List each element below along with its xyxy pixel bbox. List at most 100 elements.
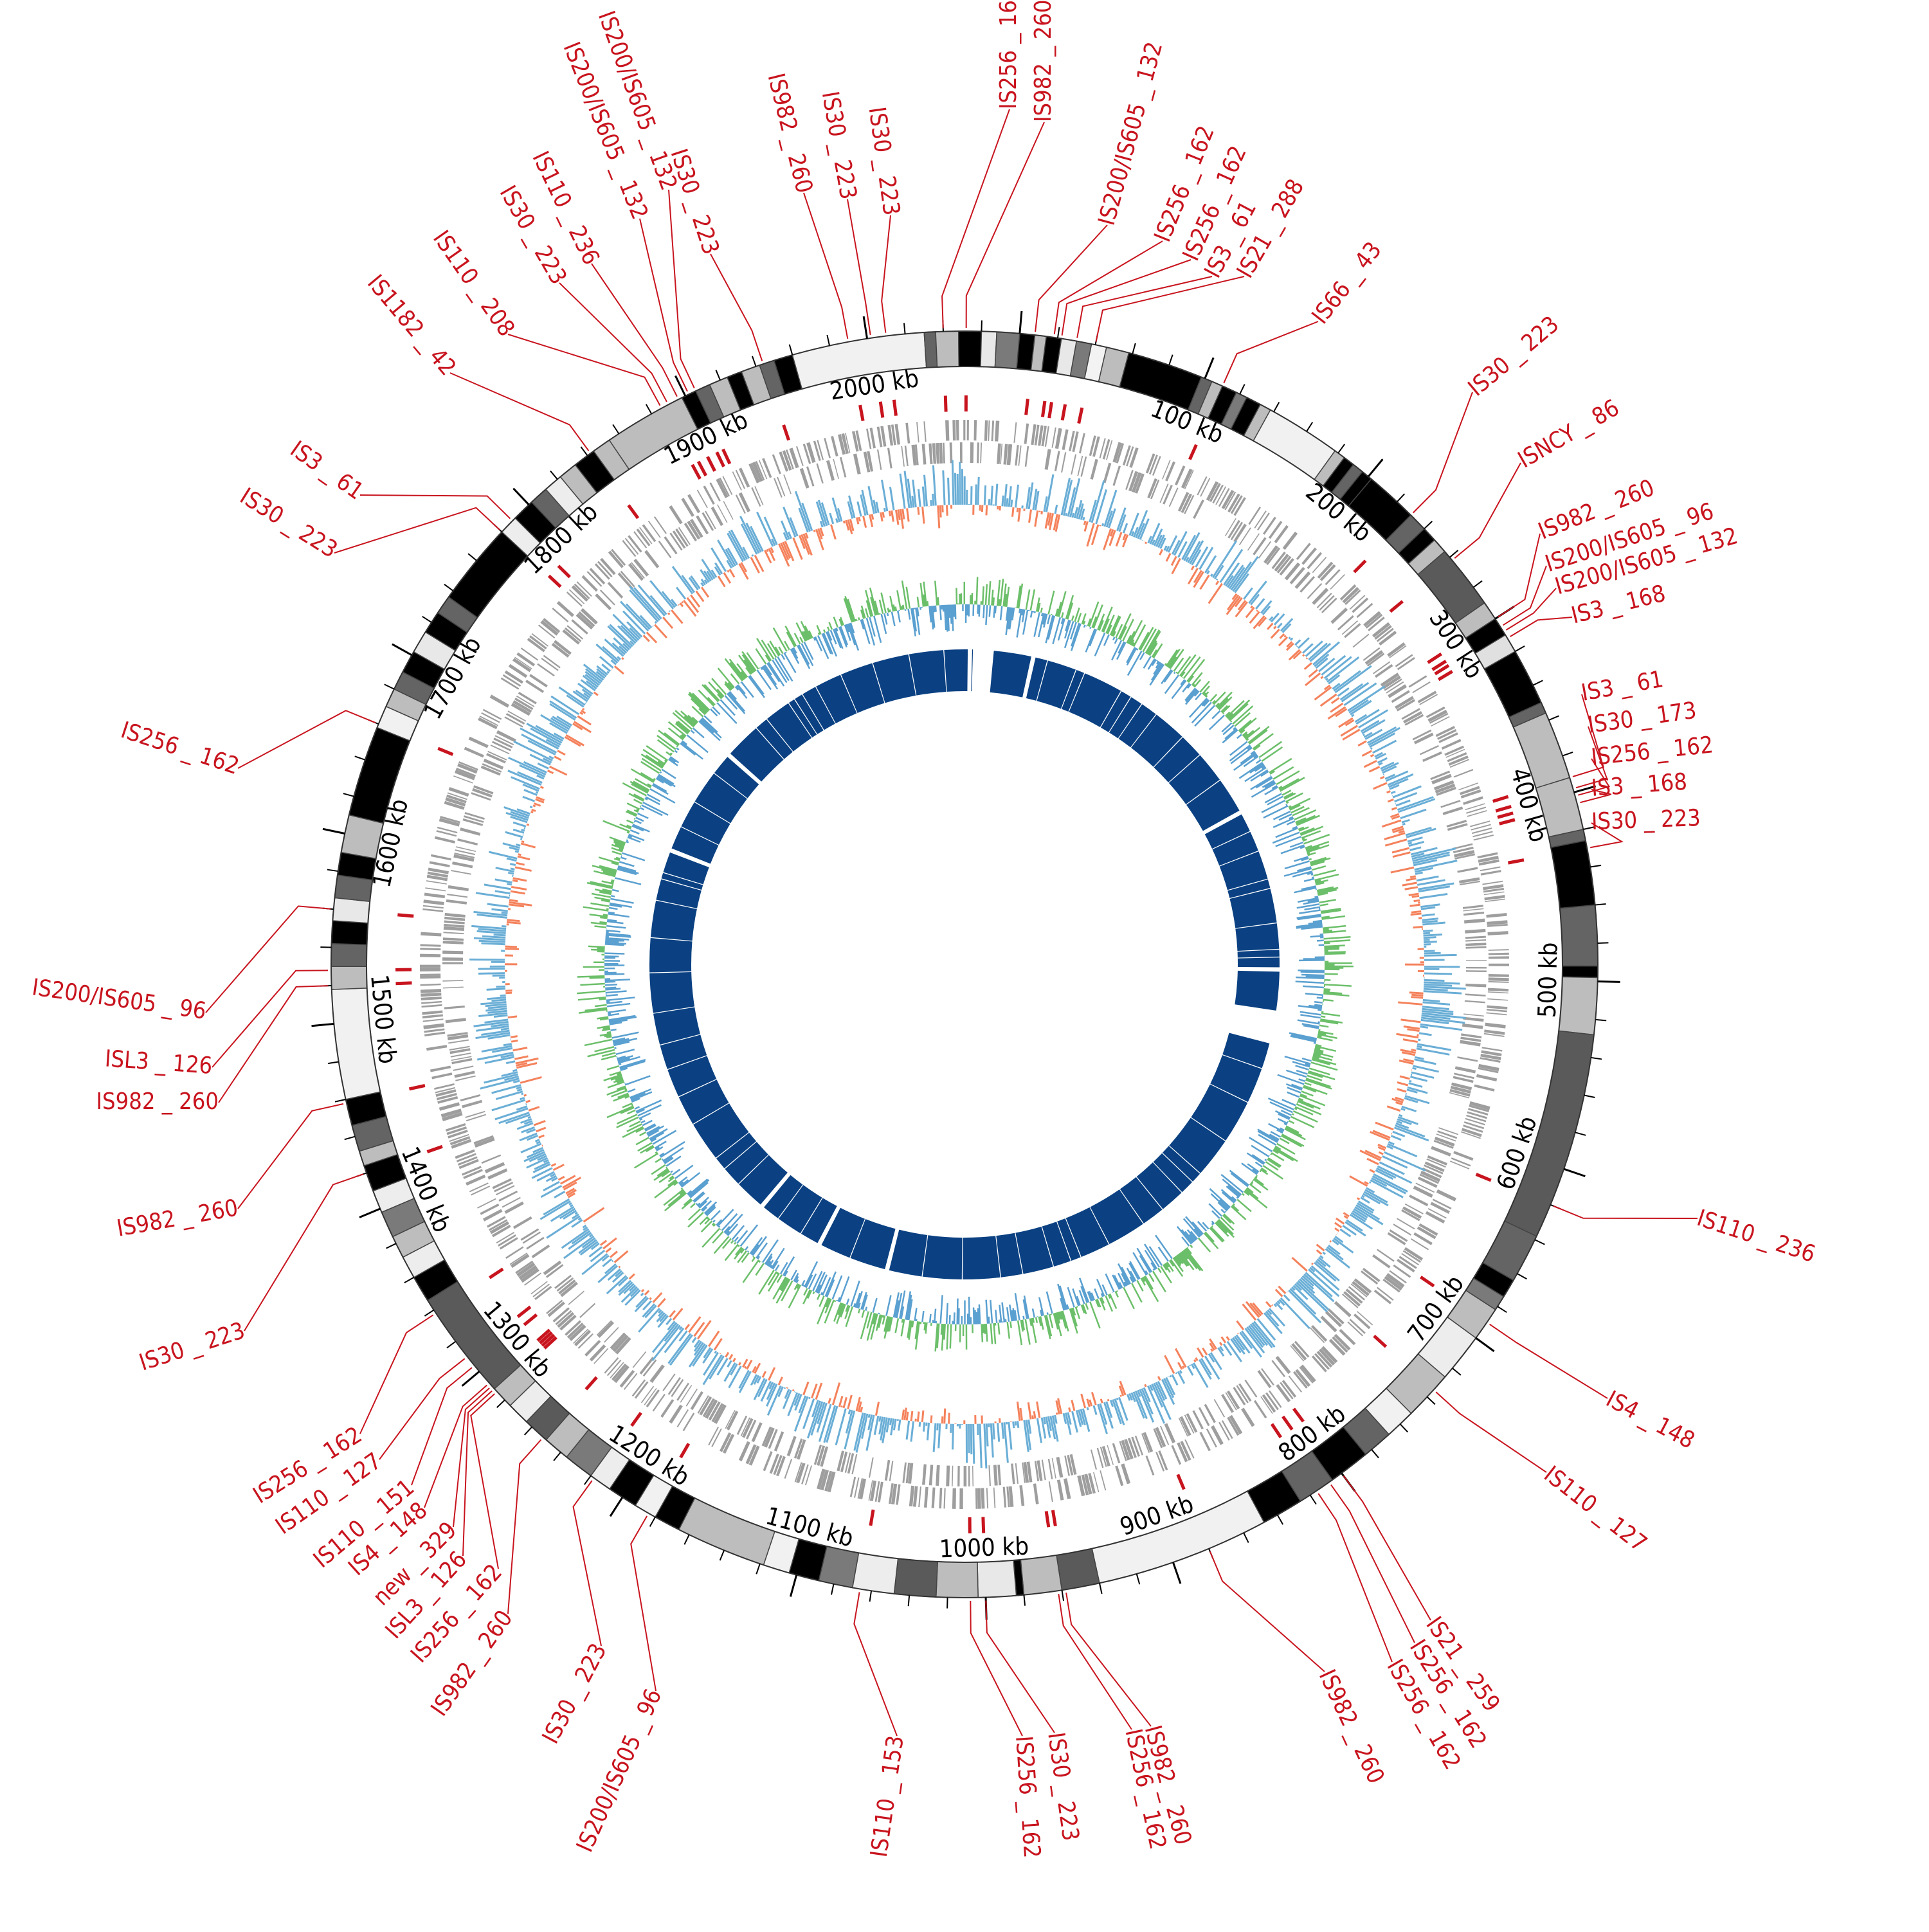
cds-block [723,501,734,519]
cds-block [1211,1425,1224,1445]
is-position-mark [397,915,413,916]
cds-block [1025,446,1029,467]
is-element-label: IS982 _ 260 [1314,1666,1390,1788]
major-tick [392,644,412,655]
ideogram-segment [936,331,959,367]
cds-block [1056,1457,1063,1477]
minor-tick [1535,1240,1544,1244]
homology-track [649,649,1280,1279]
cds-block [1438,1127,1458,1135]
cds-block [430,861,450,867]
cds-block [977,1488,981,1509]
cds-block [1311,1325,1327,1342]
is-leader-line [1210,1551,1325,1672]
cds-block [421,1004,442,1007]
cds-block [1214,1399,1226,1418]
cds-block [1488,988,1508,992]
minor-tick [328,1061,339,1063]
cds-block [1489,964,1509,966]
is-leader-line [1224,321,1318,383]
is-leader-line [592,264,677,397]
cds-block [1465,939,1486,942]
cds-block [1283,532,1298,550]
ideogram-segment [894,1558,937,1597]
cds-block [1048,1459,1053,1479]
cds-block [952,1466,953,1486]
cds-block [644,550,659,568]
is-element-label: IS30 _ 223 [864,105,905,217]
cds-block [452,862,473,868]
cds-block [1466,960,1487,961]
cds-block [946,1466,950,1486]
is-position-mark [628,505,638,518]
is-position-mark [1428,654,1442,663]
is-element-label: IS256 _ 162 [1010,1735,1045,1859]
cds-block [1422,752,1442,762]
cds-block [443,941,464,944]
ideogram-segment [331,944,367,967]
major-tick [1476,1338,1494,1351]
major-tick [1368,459,1382,476]
is-leader-line [508,334,660,406]
homology-block [1238,950,1280,957]
minor-tick [1058,327,1060,338]
cds-block [447,894,467,898]
minor-tick [1575,1132,1586,1135]
is-position-mark [717,452,724,467]
kb-label: 500 kb [1533,942,1563,1018]
is-position-mark [1049,402,1052,418]
cds-block [448,885,469,891]
minor-tick [1498,1306,1507,1312]
is-leader-line [631,1516,656,1691]
is-position-mark [1294,1409,1303,1422]
cds-block [1487,998,1508,1001]
minor-tick [1453,1368,1461,1375]
cds-block [1442,806,1463,815]
is-element-label: IS256 _ 162 [995,0,1022,109]
cds-block [1409,1195,1428,1206]
cds-block [922,444,927,464]
cds-block [997,1465,1001,1485]
cds-block [1431,1146,1451,1157]
is-position-mark [1476,1174,1491,1180]
minor-tick [1024,1595,1025,1606]
major-tick [1173,1562,1181,1584]
minor-tick [752,356,756,366]
cds-block [968,1466,970,1486]
cds-block [1387,642,1406,657]
cds-block [1464,1121,1484,1129]
cds-block [1112,465,1121,485]
is-leader-line [238,710,376,768]
is-position-mark [631,1413,641,1425]
cds-block [464,747,484,758]
minor-tick [1400,1424,1408,1432]
is-element-track [395,395,1524,1533]
ideogram-segment [679,1498,775,1565]
cds-block [993,1465,998,1485]
cds-block [669,505,682,525]
is-position-mark [1508,860,1524,863]
cds-block [975,1488,977,1509]
is-position-mark [1272,1424,1281,1438]
cds-block [1463,1017,1483,1022]
cds-block [918,1486,921,1507]
minor-tick [1517,1274,1527,1279]
cds-block [442,950,463,954]
cds-block [939,1488,942,1508]
cds-block [444,1006,465,1009]
cds-block [451,870,471,875]
minor-tick [1427,1397,1435,1405]
cds-block [424,892,445,898]
cds-block [439,1102,460,1110]
is-element-label: IS256 _ 162 [1590,732,1715,771]
homology-block [649,972,694,1013]
minor-tick [1397,494,1405,501]
is-element-label: IS66 _ 43 [1307,237,1387,329]
cds-block [1064,1478,1071,1499]
is-leader-line [882,215,891,333]
homology-block [944,649,968,692]
is-leader-line [847,199,871,335]
cds-block [420,948,440,950]
cds-block [1276,1356,1291,1374]
gc-content-low [604,604,1325,1324]
